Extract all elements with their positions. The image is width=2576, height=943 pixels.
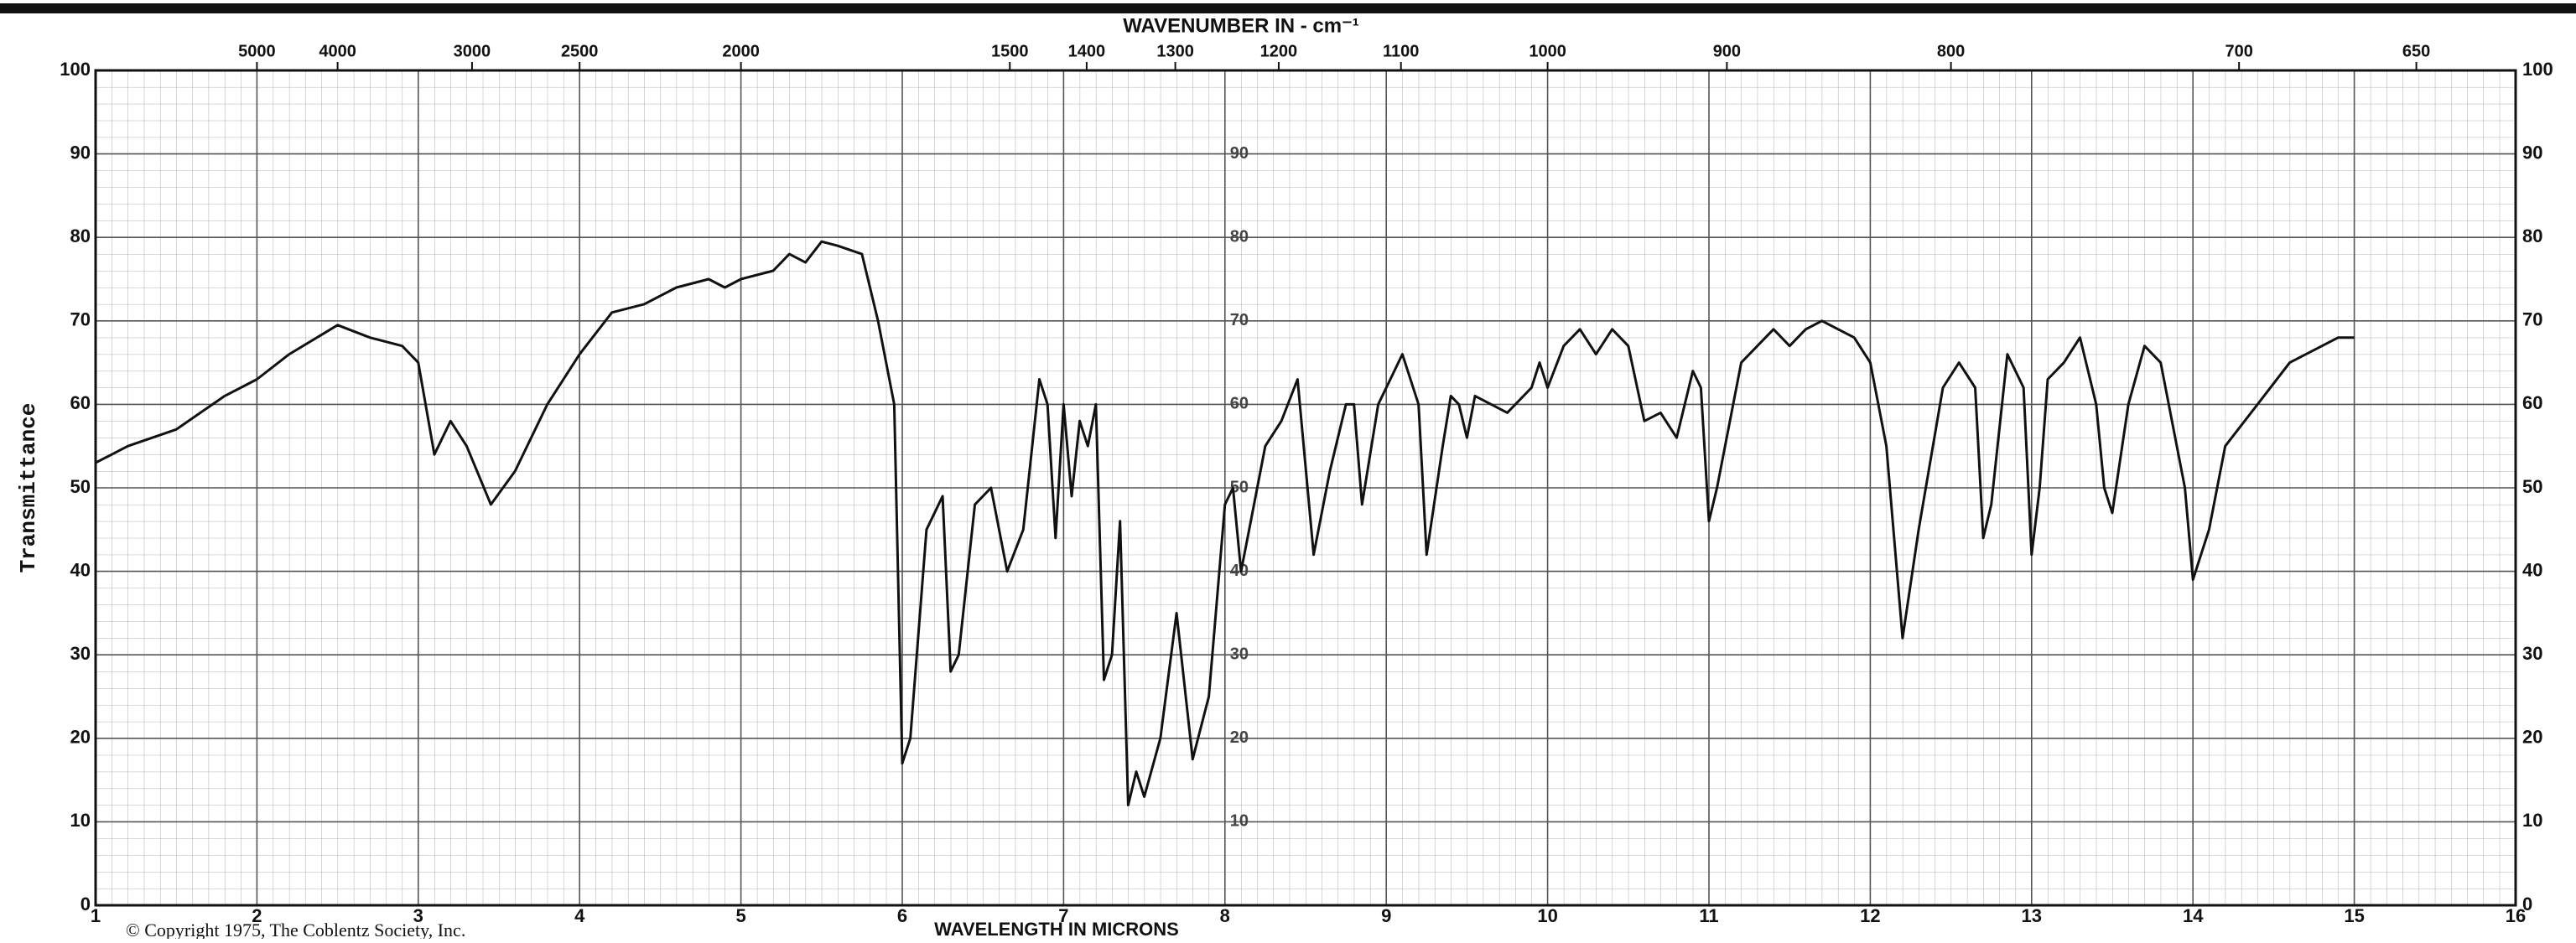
x2-tick-label: 3000 bbox=[454, 42, 491, 60]
x-tick-label: 11 bbox=[1699, 905, 1718, 926]
x-tick-label: 7 bbox=[1058, 905, 1068, 926]
y-tick-label-inner: 30 bbox=[1230, 645, 1249, 663]
x-tick-label: 12 bbox=[1860, 905, 1880, 926]
y-tick-label-inner: 70 bbox=[1230, 311, 1249, 329]
y-tick-label: 40 bbox=[70, 559, 91, 580]
copyright: © Copyright 1975, The Coblentz Society, … bbox=[126, 920, 465, 939]
y-tick-label-right: 50 bbox=[2522, 476, 2542, 497]
y-tick-label-right: 70 bbox=[2522, 309, 2542, 330]
x-tick-label: 6 bbox=[897, 905, 907, 926]
x2-tick-label: 1400 bbox=[1068, 42, 1106, 60]
y-tick-label-right: 100 bbox=[2522, 59, 2553, 80]
y-tick-label: 30 bbox=[70, 643, 91, 664]
y-tick-label-inner: 20 bbox=[1230, 728, 1249, 747]
y-tick-label: 80 bbox=[70, 225, 91, 246]
y-tick-label-right: 10 bbox=[2522, 810, 2542, 831]
chart-title: WAVENUMBER IN - cm⁻¹ bbox=[1123, 14, 1359, 37]
x-tick-label: 9 bbox=[1381, 905, 1391, 926]
x-tick-label: 10 bbox=[1537, 905, 1557, 926]
x-tick-label: 8 bbox=[1220, 905, 1230, 926]
y-tick-label: 50 bbox=[70, 476, 91, 497]
x2-tick-label: 900 bbox=[1713, 42, 1741, 60]
y-tick-label: 60 bbox=[70, 392, 91, 413]
x2-tick-label: 1000 bbox=[1529, 42, 1566, 60]
y-tick-label: 90 bbox=[70, 142, 91, 163]
x-tick-label: 16 bbox=[2506, 905, 2526, 926]
y-tick-label-inner: 10 bbox=[1230, 812, 1249, 831]
x2-tick-label: 2500 bbox=[561, 42, 599, 60]
x-tick-label: 3 bbox=[413, 905, 423, 926]
y-tick-label: 70 bbox=[70, 309, 91, 330]
x-tick-label: 1 bbox=[91, 905, 101, 926]
x-tick-label: 4 bbox=[574, 905, 585, 926]
x2-tick-label: 800 bbox=[1937, 42, 1965, 60]
x2-tick-label: 650 bbox=[2402, 42, 2430, 60]
y-tick-label-right: 90 bbox=[2522, 142, 2542, 163]
plot-frame bbox=[94, 69, 2517, 907]
y-tick-label-right: 80 bbox=[2522, 225, 2542, 246]
y-tick-label-right: 40 bbox=[2522, 559, 2542, 580]
x2-tick-label: 1500 bbox=[991, 42, 1029, 60]
spectrum-line bbox=[95, 240, 2355, 806]
x-tick-label: 14 bbox=[2183, 905, 2204, 926]
x2-tick-label: 4000 bbox=[319, 42, 356, 60]
x2-tick-label: 1300 bbox=[1156, 42, 1194, 60]
x-tick-label: 5 bbox=[735, 905, 745, 926]
top-band bbox=[0, 3, 2576, 13]
y-tick-label-inner: 80 bbox=[1230, 227, 1249, 246]
x2-tick-label: 700 bbox=[2225, 42, 2252, 60]
y-tick-label: 0 bbox=[80, 894, 91, 915]
y-tick-label: 10 bbox=[70, 810, 91, 831]
x-tick-label: 13 bbox=[2022, 905, 2042, 926]
x-axis-title: WAVELENGTH IN MICRONS bbox=[934, 919, 1179, 939]
y-tick-label-right: 20 bbox=[2522, 727, 2542, 748]
y-tick-label-inner: 90 bbox=[1230, 144, 1249, 163]
y-axis-title: Transmittance bbox=[16, 403, 41, 573]
y-tick-label-right: 30 bbox=[2522, 643, 2542, 664]
y-tick-label-inner: 60 bbox=[1230, 395, 1249, 413]
y-tick-label-inner: 40 bbox=[1230, 562, 1249, 580]
y-tick-label-right: 60 bbox=[2522, 392, 2542, 413]
x-tick-label: 2 bbox=[252, 905, 262, 926]
x2-tick-label: 2000 bbox=[722, 42, 760, 60]
y-tick-label-right: 0 bbox=[2522, 894, 2532, 915]
x-tick-label: 15 bbox=[2344, 905, 2364, 926]
x2-tick-label: 5000 bbox=[238, 42, 276, 60]
y-tick-label: 20 bbox=[70, 727, 91, 748]
x2-tick-label: 1200 bbox=[1260, 42, 1298, 60]
y-tick-label: 100 bbox=[60, 59, 91, 80]
x2-tick-label: 1100 bbox=[1383, 42, 1419, 60]
